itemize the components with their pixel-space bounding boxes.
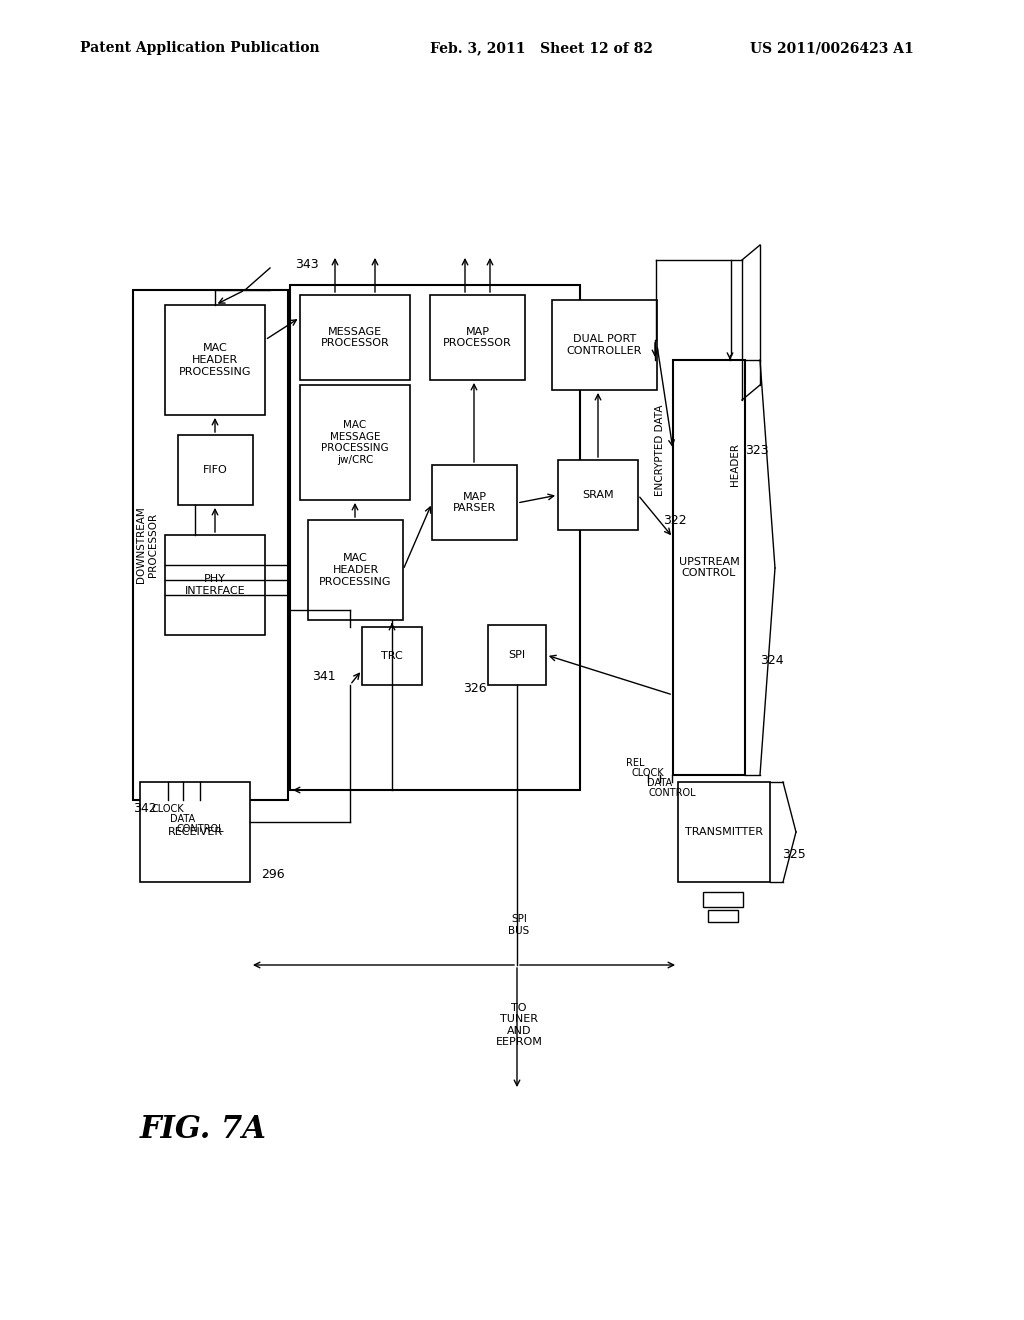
Bar xyxy=(703,892,743,907)
Bar xyxy=(432,465,517,540)
Text: UPSTREAM
CONTROL: UPSTREAM CONTROL xyxy=(679,557,739,578)
Text: 326: 326 xyxy=(463,682,486,696)
Text: MESSAGE
PROCESSOR: MESSAGE PROCESSOR xyxy=(321,327,389,348)
Text: ENCRYPTED DATA: ENCRYPTED DATA xyxy=(655,404,665,496)
Text: Patent Application Publication: Patent Application Publication xyxy=(80,41,319,55)
Bar xyxy=(290,285,580,789)
Text: PHY
INTERFACE: PHY INTERFACE xyxy=(184,574,246,595)
Bar xyxy=(430,294,525,380)
Text: HEADER: HEADER xyxy=(730,444,740,487)
Text: DATA: DATA xyxy=(647,777,673,788)
Text: TRC: TRC xyxy=(381,651,402,661)
Text: REL: REL xyxy=(626,758,644,768)
Text: 323: 323 xyxy=(745,444,769,457)
Bar xyxy=(140,781,250,882)
Text: SRAM: SRAM xyxy=(583,490,613,500)
Text: MAC
MESSAGE
PROCESSING
jw/CRC: MAC MESSAGE PROCESSING jw/CRC xyxy=(322,420,389,465)
Text: DUAL PORT
CONTROLLER: DUAL PORT CONTROLLER xyxy=(567,334,642,356)
Text: SPI: SPI xyxy=(509,649,525,660)
Text: 341: 341 xyxy=(312,671,336,684)
Text: MAC
HEADER
PROCESSING: MAC HEADER PROCESSING xyxy=(319,553,392,586)
Text: CONTROL: CONTROL xyxy=(648,788,696,799)
Text: 296: 296 xyxy=(261,869,285,882)
Bar xyxy=(165,535,265,635)
Text: SPI
BUS: SPI BUS xyxy=(508,915,529,936)
Text: MAC
HEADER
PROCESSING: MAC HEADER PROCESSING xyxy=(179,343,251,376)
Bar xyxy=(300,294,410,380)
Text: FIG. 7A: FIG. 7A xyxy=(140,1114,267,1146)
Text: MAP
PROCESSOR: MAP PROCESSOR xyxy=(443,327,512,348)
Text: CLOCK: CLOCK xyxy=(152,804,184,814)
Bar xyxy=(165,305,265,414)
Text: 322: 322 xyxy=(663,513,687,527)
Text: US 2011/0026423 A1: US 2011/0026423 A1 xyxy=(750,41,913,55)
Text: CONTROL: CONTROL xyxy=(176,824,224,834)
Bar xyxy=(673,360,745,775)
Text: TRANSMITTER: TRANSMITTER xyxy=(685,828,763,837)
Bar xyxy=(708,909,738,921)
Text: MAP
PARSER: MAP PARSER xyxy=(453,492,496,513)
Bar xyxy=(558,459,638,531)
Text: DATA: DATA xyxy=(170,814,196,824)
Bar xyxy=(678,781,770,882)
Bar xyxy=(308,520,403,620)
Text: FIFO: FIFO xyxy=(203,465,228,475)
Text: TO
TUNER
AND
EEPROM: TO TUNER AND EEPROM xyxy=(496,1003,543,1047)
Text: Feb. 3, 2011   Sheet 12 of 82: Feb. 3, 2011 Sheet 12 of 82 xyxy=(430,41,653,55)
Text: DOWNSTREAM
PROCESSOR: DOWNSTREAM PROCESSOR xyxy=(136,507,158,583)
Text: 324: 324 xyxy=(760,653,783,667)
Text: 343: 343 xyxy=(295,259,318,272)
Text: 325: 325 xyxy=(782,849,806,862)
Bar xyxy=(178,436,253,506)
Bar xyxy=(133,290,288,800)
Text: RECEIVER: RECEIVER xyxy=(168,828,222,837)
Text: 342: 342 xyxy=(133,803,157,814)
Bar xyxy=(362,627,422,685)
Bar xyxy=(552,300,657,389)
Bar xyxy=(488,624,546,685)
Text: CLOCK: CLOCK xyxy=(632,768,665,777)
Bar xyxy=(300,385,410,500)
